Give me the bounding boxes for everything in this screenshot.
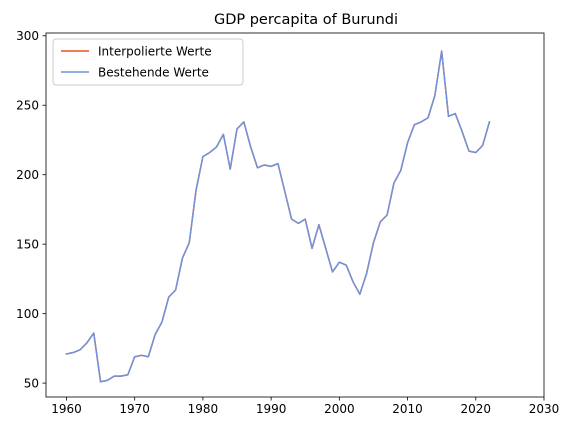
x-tick-label: 2010 xyxy=(392,402,423,416)
x-tick-label: 1980 xyxy=(188,402,219,416)
plot-area xyxy=(45,32,545,398)
chart-title: GDP percapita of Burundi xyxy=(214,12,398,28)
y-tick-label: 250 xyxy=(16,99,39,113)
legend-label-2: Bestehende Werte xyxy=(98,65,209,79)
y-tick-label: 100 xyxy=(16,307,39,321)
x-tick-label: 1960 xyxy=(51,402,82,416)
series-line-2 xyxy=(65,50,491,383)
legend-box xyxy=(52,38,244,86)
series-line-1 xyxy=(65,50,491,383)
y-tick-label: 300 xyxy=(16,29,39,43)
y-tick-label: 200 xyxy=(16,168,39,182)
legend: Interpolierte Werte Bestehende Werte xyxy=(52,38,244,86)
x-tick-label: 1970 xyxy=(119,402,150,416)
x-axis: 1960 1970 1980 1990 2000 2010 2020 2030 xyxy=(51,397,559,416)
axes-frame xyxy=(45,32,545,398)
y-tick-label: 50 xyxy=(24,376,39,390)
y-tick-label: 150 xyxy=(16,237,39,251)
legend-label-1: Interpolierte Werte xyxy=(98,44,212,58)
x-tick-label: 1990 xyxy=(256,402,287,416)
y-axis: 50 100 150 200 250 300 xyxy=(16,29,46,390)
x-tick-label: 2030 xyxy=(529,402,560,416)
x-tick-label: 2000 xyxy=(324,402,355,416)
x-tick-label: 2020 xyxy=(461,402,492,416)
